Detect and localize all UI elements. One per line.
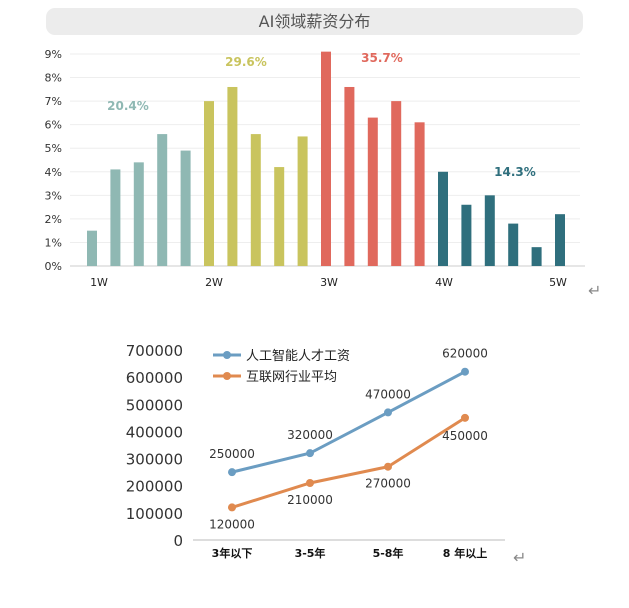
data-label: 120000: [209, 517, 255, 531]
x-tick-label: 2W: [205, 276, 223, 289]
x-tick-label: 4W: [435, 276, 453, 289]
bar: [484, 195, 495, 266]
y-tick-label: 400000: [126, 423, 183, 441]
y-tick-label: 1%: [45, 236, 62, 249]
bar: [204, 101, 214, 266]
y-tick-label: 4%: [45, 166, 62, 179]
data-point: [306, 479, 314, 487]
bar: [250, 134, 261, 266]
return-mark-1: ↵: [588, 281, 602, 300]
legend-marker: [223, 351, 231, 359]
group-total-label: 29.6%: [225, 55, 267, 69]
y-tick-label: 9%: [45, 48, 62, 61]
y-tick-label: 700000: [126, 342, 183, 360]
data-label: 620000: [442, 347, 488, 361]
y-tick-label: 6%: [45, 119, 62, 132]
y-tick-label: 8%: [45, 72, 62, 85]
bar: [531, 247, 542, 266]
group-total-label: 14.3%: [494, 165, 536, 179]
legend-label: 人工智能人才工资: [246, 349, 350, 364]
x-tick-label: 1W: [90, 276, 108, 289]
series-line: [231, 416, 466, 509]
chart1-title-bar: [46, 8, 583, 35]
data-point: [228, 468, 236, 477]
y-tick-label: 600000: [126, 369, 183, 387]
bar: [157, 134, 168, 266]
bar: [555, 214, 565, 266]
y-tick-label: 300000: [126, 451, 183, 469]
y-tick-label: 200000: [126, 478, 183, 496]
bar: [133, 162, 144, 266]
data-point: [461, 413, 469, 422]
data-point: [306, 449, 314, 458]
bar: [344, 86, 355, 266]
bar: [367, 117, 378, 266]
chart1-title: AI领域薪资分布: [258, 12, 371, 31]
series-line: [231, 370, 466, 474]
bar: [227, 86, 238, 266]
legend-marker: [223, 372, 231, 380]
data-label: 320000: [287, 428, 333, 442]
bar: [321, 51, 331, 267]
y-tick-label: 100000: [126, 505, 183, 523]
bar: [110, 169, 121, 266]
data-point: [384, 462, 392, 471]
bar: [87, 230, 97, 266]
bar: [297, 136, 308, 266]
y-tick-label: 7%: [45, 95, 62, 108]
x-tick-label: 3W: [320, 276, 338, 289]
y-tick-label: 5%: [45, 142, 62, 155]
data-label: 470000: [365, 387, 411, 401]
group-total-label: 20.4%: [107, 99, 149, 113]
y-tick-label: 0: [173, 532, 183, 550]
y-tick-label: 500000: [126, 396, 183, 414]
data-point: [384, 408, 392, 417]
bar: [391, 101, 402, 266]
y-tick-label: 3%: [45, 189, 62, 202]
data-point: [228, 503, 236, 512]
x-tick-label: 3年以下: [212, 546, 253, 560]
x-tick-label: 5-8年: [373, 546, 404, 560]
data-label: 250000: [209, 447, 255, 461]
y-tick-label: 0%: [45, 260, 62, 273]
bar: [180, 150, 191, 266]
group-total-label: 35.7%: [361, 51, 403, 65]
data-label: 270000: [365, 477, 411, 491]
bar: [274, 167, 285, 266]
y-tick-label: 2%: [45, 213, 62, 226]
data-point: [461, 367, 469, 376]
return-mark-2: ↵: [513, 548, 527, 567]
legend-label: 互联网行业平均: [246, 370, 337, 385]
bar: [414, 122, 425, 266]
data-label: 210000: [287, 493, 333, 507]
data-label: 450000: [442, 429, 488, 443]
x-tick-label: 5W: [549, 276, 567, 289]
bar: [508, 223, 519, 266]
bar: [438, 171, 448, 266]
bar: [461, 204, 472, 266]
salary-distribution-chart: 0% 1% 2% 3% 4% 5% 6% 7% 8% 9% 20.4% 29.6% 35.7% 14.3%…: [45, 48, 585, 289]
x-tick-label: 3-5年: [295, 546, 326, 560]
x-tick-label: 8 年以上: [443, 546, 487, 560]
